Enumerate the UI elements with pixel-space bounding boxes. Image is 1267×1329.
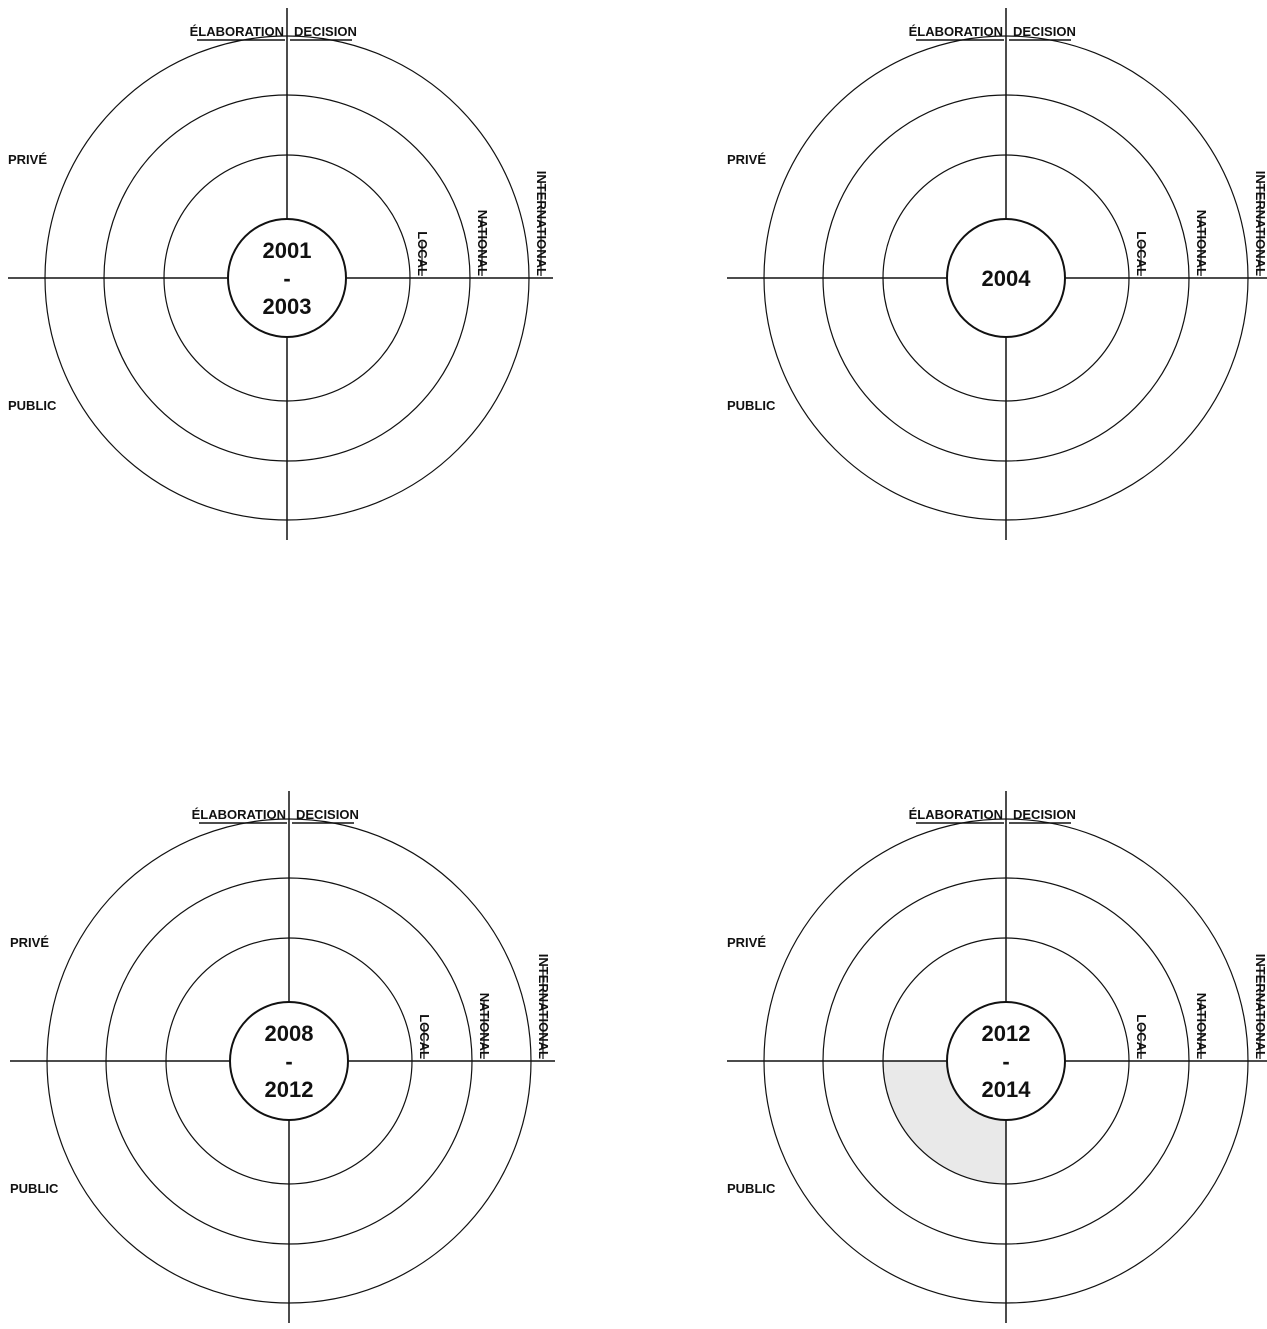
period-label: 2014 — [982, 1077, 1032, 1102]
label-decision: DECISION — [1013, 24, 1076, 39]
label-elaboration: ÉLABORATION — [909, 24, 1003, 39]
label-public: PUBLIC — [10, 1181, 59, 1196]
target-diagram: 2012-2014ÉLABORATIONDECISIONPRIVÉPUBLICL… — [727, 791, 1267, 1323]
period-label: - — [283, 266, 290, 291]
highlighted-sector — [883, 1061, 1006, 1184]
label-public: PUBLIC — [8, 398, 57, 413]
target-diagram: 2001-2003ÉLABORATIONDECISIONPRIVÉPUBLICL… — [8, 8, 553, 540]
target-diagram: 2008-2012ÉLABORATIONDECISIONPRIVÉPUBLICL… — [10, 791, 555, 1323]
period-label: 2001 — [263, 238, 312, 263]
period-label: - — [1002, 1049, 1009, 1074]
label-prive: PRIVÉ — [727, 152, 766, 167]
period-label: 2012 — [982, 1021, 1031, 1046]
label-elaboration: ÉLABORATION — [190, 24, 284, 39]
label-prive: PRIVÉ — [727, 935, 766, 950]
target-diagram: 2004ÉLABORATIONDECISIONPRIVÉPUBLICLOCALN… — [727, 8, 1267, 540]
center-circle — [227, 218, 347, 338]
label-elaboration: ÉLABORATION — [192, 807, 286, 822]
period-label: - — [285, 1049, 292, 1074]
period-label: 2003 — [263, 294, 312, 319]
label-public: PUBLIC — [727, 1181, 776, 1196]
center-circle — [946, 1001, 1066, 1121]
label-decision: DECISION — [1013, 807, 1076, 822]
label-elaboration: ÉLABORATION — [909, 807, 1003, 822]
label-prive: PRIVÉ — [8, 152, 47, 167]
period-label: 2012 — [265, 1077, 314, 1102]
center-circle — [229, 1001, 349, 1121]
label-public: PUBLIC — [727, 398, 776, 413]
label-decision: DECISION — [296, 807, 359, 822]
label-prive: PRIVÉ — [10, 935, 49, 950]
label-decision: DECISION — [294, 24, 357, 39]
period-label: 2008 — [265, 1021, 314, 1046]
center-circle — [946, 218, 1066, 338]
period-label: 2004 — [982, 266, 1032, 291]
